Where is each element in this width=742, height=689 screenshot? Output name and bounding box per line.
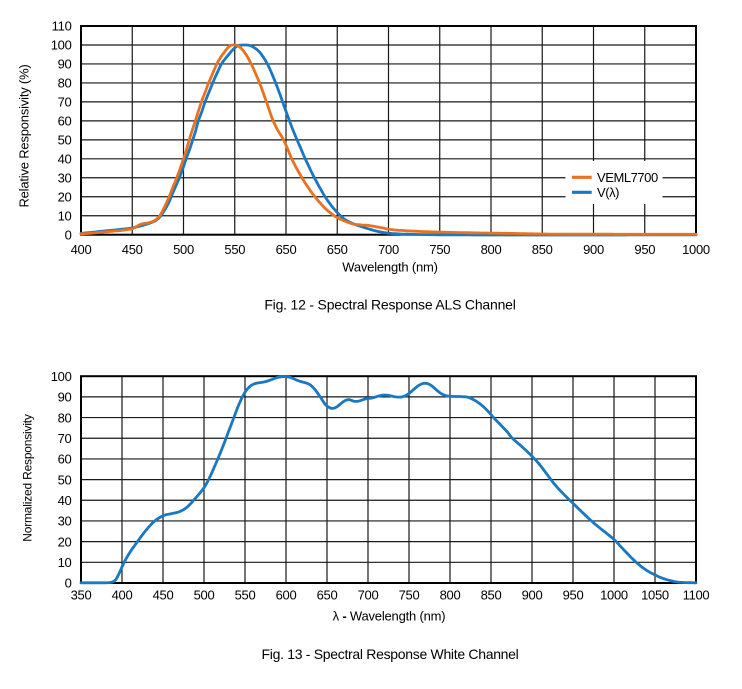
svg-text:500: 500 (173, 242, 194, 257)
svg-text:λ - Wavelength (nm): λ - Wavelength (nm) (333, 608, 446, 623)
svg-text:850: 850 (481, 587, 502, 602)
svg-text:Wavelength (nm): Wavelength (nm) (342, 260, 438, 275)
svg-text:VEML7700: VEML7700 (597, 170, 658, 185)
svg-text:850: 850 (532, 242, 553, 257)
svg-text:650: 650 (327, 242, 348, 257)
svg-text:0: 0 (65, 227, 72, 242)
svg-text:950: 950 (563, 587, 584, 602)
svg-text:1050: 1050 (641, 587, 669, 602)
svg-text:1000: 1000 (682, 242, 710, 257)
svg-text:10: 10 (58, 555, 72, 570)
svg-text:900: 900 (522, 587, 543, 602)
svg-text:750: 750 (399, 587, 420, 602)
svg-text:80: 80 (58, 410, 72, 425)
svg-text:Relative Responsivity (%): Relative Responsivity (%) (16, 64, 31, 207)
svg-text:800: 800 (481, 242, 502, 257)
svg-text:30: 30 (58, 514, 72, 529)
svg-text:800: 800 (440, 587, 461, 602)
svg-text:0: 0 (65, 576, 72, 591)
svg-text:70: 70 (58, 95, 72, 110)
svg-text:70: 70 (58, 431, 72, 446)
svg-text:20: 20 (58, 190, 72, 205)
svg-text:650: 650 (276, 242, 297, 257)
svg-text:550: 550 (235, 587, 256, 602)
svg-text:650: 650 (317, 587, 338, 602)
svg-text:20: 20 (58, 534, 72, 549)
svg-text:90: 90 (58, 390, 72, 405)
svg-text:50: 50 (58, 133, 72, 148)
svg-text:V(λ): V(λ) (597, 185, 619, 200)
svg-text:700: 700 (378, 242, 399, 257)
svg-text:450: 450 (122, 242, 143, 257)
svg-text:80: 80 (58, 76, 72, 91)
svg-text:550: 550 (224, 242, 245, 257)
svg-text:50: 50 (58, 472, 72, 487)
svg-text:900: 900 (583, 242, 604, 257)
svg-text:100: 100 (51, 369, 72, 384)
svg-text:60: 60 (58, 452, 72, 467)
svg-text:Fig. 13 - Spectral Response Wh: Fig. 13 - Spectral Response White Channe… (262, 646, 519, 662)
svg-text:40: 40 (58, 152, 72, 167)
svg-text:100: 100 (51, 38, 72, 53)
svg-text:750: 750 (429, 242, 450, 257)
svg-text:350: 350 (71, 587, 92, 602)
svg-text:10: 10 (58, 208, 72, 223)
svg-text:Fig. 12 - Spectral Response AL: Fig. 12 - Spectral Response ALS Channel (264, 297, 515, 313)
svg-text:950: 950 (634, 242, 655, 257)
svg-text:1000: 1000 (600, 587, 628, 602)
svg-text:400: 400 (71, 242, 92, 257)
svg-text:Normalized Responsivity: Normalized Responsivity (20, 414, 34, 542)
svg-text:400: 400 (112, 587, 133, 602)
svg-text:30: 30 (58, 171, 72, 186)
svg-text:600: 600 (276, 587, 297, 602)
svg-text:40: 40 (58, 493, 72, 508)
svg-text:500: 500 (194, 587, 215, 602)
svg-text:700: 700 (358, 587, 379, 602)
svg-text:110: 110 (52, 19, 72, 34)
svg-text:90: 90 (58, 57, 72, 72)
svg-text:60: 60 (58, 114, 72, 129)
svg-text:450: 450 (153, 587, 174, 602)
svg-text:1100: 1100 (683, 587, 710, 602)
